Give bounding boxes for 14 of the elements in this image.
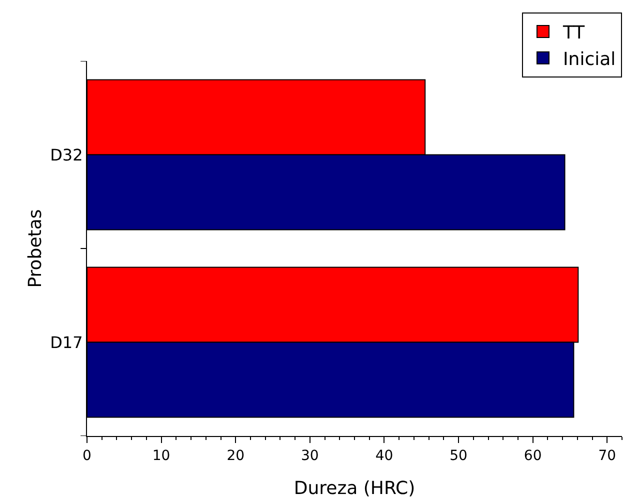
y-axis-title: Probetas xyxy=(25,209,46,288)
x-tick-label: 70 xyxy=(598,448,616,464)
x-tick-label: 20 xyxy=(226,448,245,464)
x-tick-label: 30 xyxy=(301,448,319,464)
x-tick-label: 60 xyxy=(524,448,542,464)
legend-label: Inicial xyxy=(563,48,616,70)
x-axis-title: Dureza (HRC) xyxy=(294,478,416,499)
x-tick-label: 0 xyxy=(82,448,92,464)
legend-label: TT xyxy=(562,22,586,44)
x-tick-label: 10 xyxy=(152,448,170,464)
x-tick-label: 40 xyxy=(375,448,394,464)
y-tick-label: D32 xyxy=(50,145,83,164)
x-tick-label: 50 xyxy=(450,448,468,464)
y-tick-label: D17 xyxy=(50,332,83,352)
